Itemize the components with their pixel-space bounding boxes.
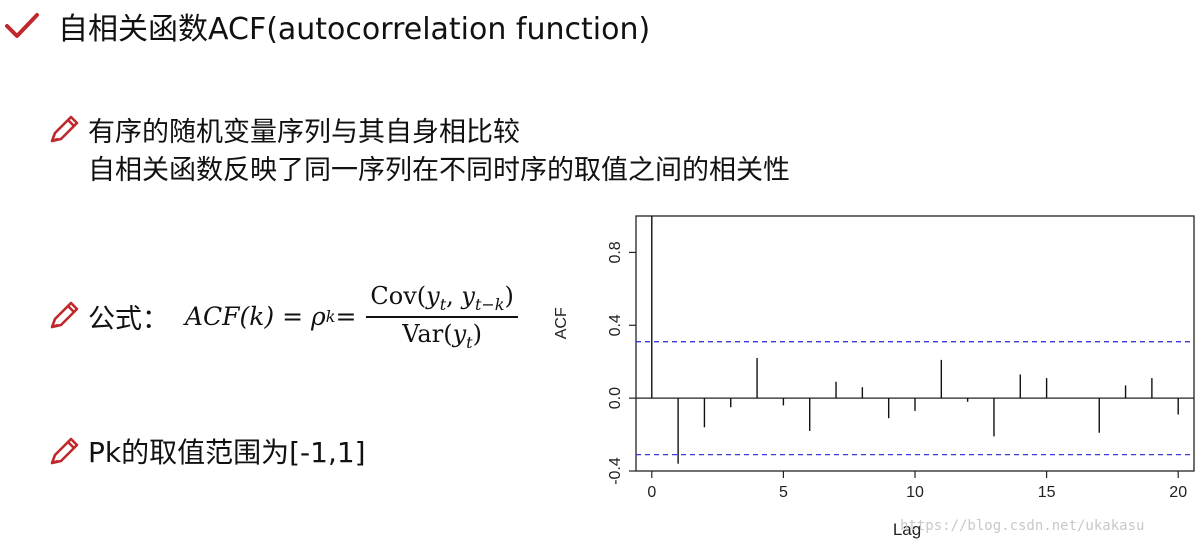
bullet-range: Pk的取值范围为[-1,1] xyxy=(46,434,366,472)
formula-denominator: Var(yt) xyxy=(402,318,482,352)
checkmark-icon xyxy=(5,13,39,38)
y-tick-label: 0.4 xyxy=(607,314,624,336)
x-tick-label: 20 xyxy=(1169,484,1187,501)
formula-lhs: ACF(k) = ρ xyxy=(185,302,326,332)
definition-text: 有序的随机变量序列与其自身相比较 自相关函数反映了同一序列在不同时序的取值之间的… xyxy=(88,114,790,190)
formula-numerator: Cov(yt, yt−k) xyxy=(366,282,518,318)
x-axis-label: Lag xyxy=(893,520,921,539)
formula-equals: = xyxy=(335,302,357,332)
y-tick-label: -0.4 xyxy=(607,457,624,485)
definition-line-2: 自相关函数反映了同一序列在不同时序的取值之间的相关性 xyxy=(88,155,790,186)
x-tick-label: 15 xyxy=(1038,484,1056,501)
den-prefix: Var( xyxy=(402,319,453,348)
x-tick-label: 5 xyxy=(779,484,788,501)
definition-line-1: 有序的随机变量序列与其自身相比较 xyxy=(88,117,520,148)
num-y1: y xyxy=(426,282,440,310)
formula-label: 公式： xyxy=(88,304,169,336)
num-prefix: Cov( xyxy=(370,282,427,310)
pencil-icon xyxy=(50,115,79,143)
slide-title-row: 自相关函数ACF(autocorrelation function) xyxy=(4,6,651,47)
den-suffix: ) xyxy=(472,319,482,348)
x-tick-label: 10 xyxy=(906,484,924,501)
watermark: https://blog.csdn.net/ukakasu xyxy=(900,518,1145,534)
range-text: Pk的取值范围为[-1,1] xyxy=(88,436,366,469)
slide-title: 自相关函数ACF(autocorrelation function) xyxy=(58,12,651,47)
y-tick-label: 0.8 xyxy=(607,241,624,263)
num-suffix: ) xyxy=(504,282,514,310)
acf-chart: 0 5 10 15 20 -0.4 0.0 0.4 0.8 Lag ACF xyxy=(553,215,1195,539)
formula-fraction: Cov(yt, yt−k) Var(yt) xyxy=(366,282,518,352)
y-axis-label: ACF xyxy=(553,307,570,339)
num-sub2: t−k xyxy=(474,294,505,314)
pencil-icon xyxy=(50,437,79,465)
num-sep: , xyxy=(446,282,462,310)
plot-frame xyxy=(635,215,1195,472)
num-y2: y xyxy=(461,282,475,310)
formula-lhs-subscript: k xyxy=(325,307,336,327)
y-tick-label: 0.0 xyxy=(607,387,624,409)
pencil-icon xyxy=(50,301,79,329)
num-sub1: t xyxy=(439,294,447,314)
den-y: y xyxy=(452,319,467,348)
bullet-definition: 有序的随机变量序列与其自身相比较 自相关函数反映了同一序列在不同时序的取值之间的… xyxy=(46,114,790,190)
x-tick-label: 0 xyxy=(647,484,656,501)
den-sub: t xyxy=(466,332,473,352)
